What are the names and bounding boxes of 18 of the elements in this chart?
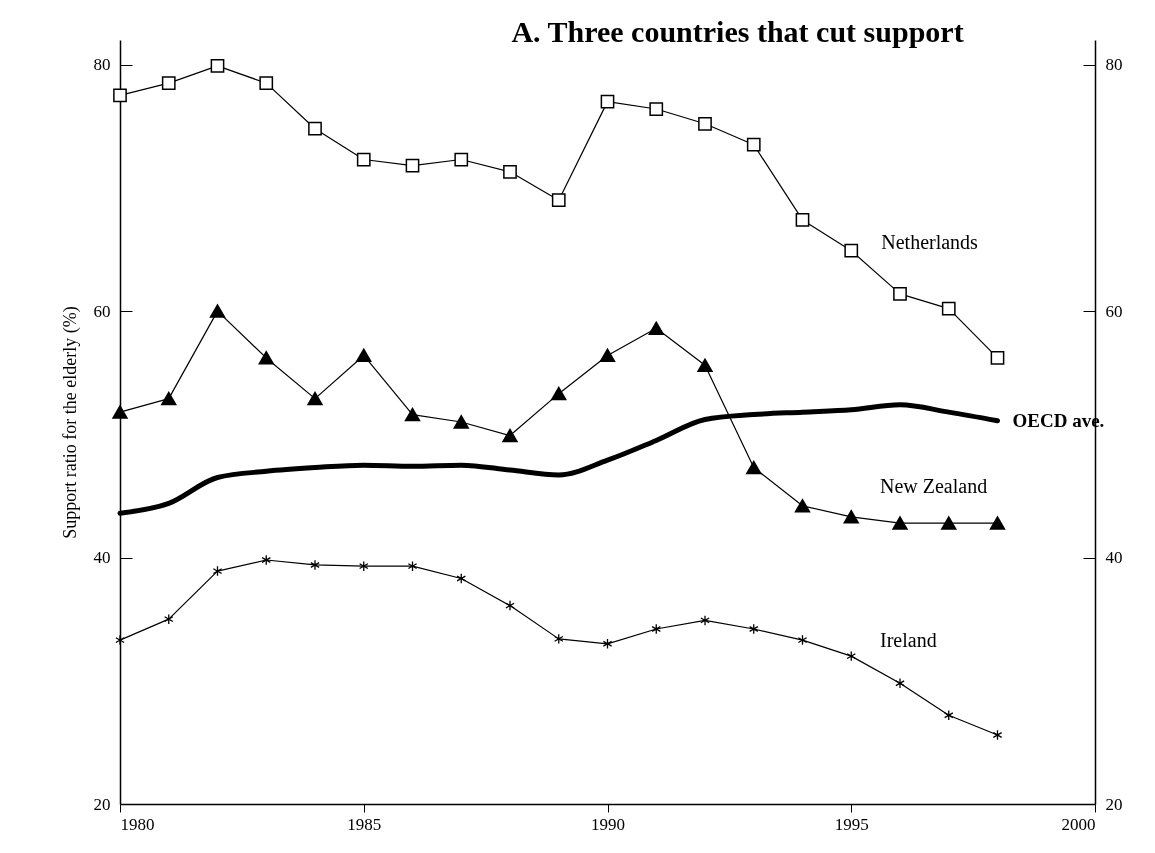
series-label: New Zealand bbox=[880, 475, 988, 498]
y2-tick-label: 40 bbox=[1105, 548, 1123, 568]
y2-tick-label: 60 bbox=[1105, 301, 1123, 321]
x-tick-label: 1980 bbox=[120, 814, 155, 834]
series-label: Ireland bbox=[880, 629, 937, 652]
x-tick-label: 1990 bbox=[591, 814, 625, 834]
y-axis-title: Support ratio for the elderly (%) bbox=[59, 306, 81, 539]
series-label: Netherlands bbox=[881, 230, 979, 253]
chart-title: A. Three countries that cut support bbox=[511, 15, 964, 48]
y2-tick-label: 20 bbox=[1105, 794, 1123, 814]
y2-tick-label: 80 bbox=[1105, 55, 1123, 75]
y-tick-label: 20 bbox=[93, 794, 111, 814]
x-tick-label: 1985 bbox=[347, 814, 382, 834]
y-tick-label: 40 bbox=[93, 548, 111, 568]
y-tick-label: 80 bbox=[93, 55, 111, 75]
y-tick-label: 60 bbox=[93, 301, 111, 321]
x-tick-label: 1995 bbox=[834, 814, 869, 834]
x-tick-label: 2000 bbox=[1061, 814, 1096, 834]
